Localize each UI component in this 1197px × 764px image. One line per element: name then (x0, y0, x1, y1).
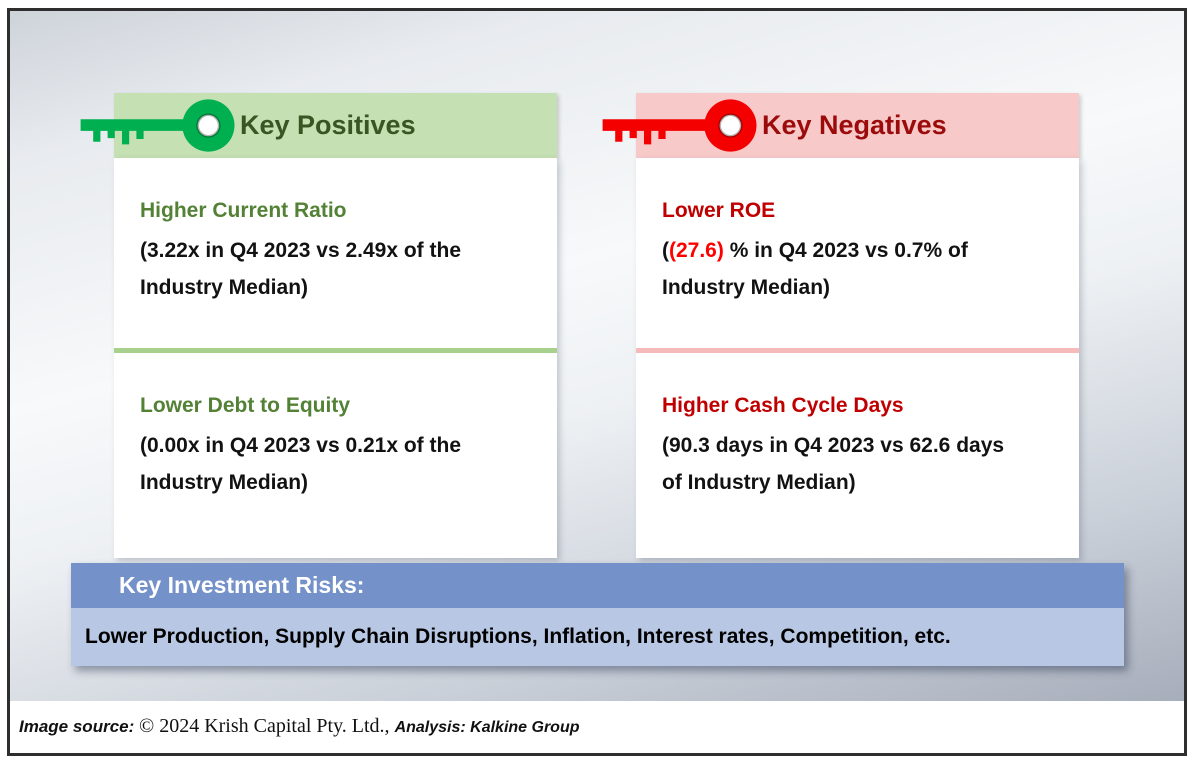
gradient-canvas: Key Positives Higher Current Ratio (3.22… (10, 11, 1184, 701)
green-divider (114, 348, 557, 353)
key-positives-banner: Key Positives (80, 93, 557, 158)
key-negatives-banner: Key Negatives (602, 93, 1079, 158)
text-segment: % in Q4 2023 vs 0.7% of (723, 239, 968, 262)
negative-item-2: Higher Cash Cycle Days (90.3 days in Q4 … (636, 353, 1079, 543)
key-negatives-title: Key Negatives (762, 110, 947, 140)
negative-item-1: Lower ROE ((27.6) % in Q4 2023 vs 0.7% o… (636, 158, 1079, 348)
negatives-card: Lower ROE ((27.6) % in Q4 2023 vs 0.7% o… (636, 158, 1079, 558)
negatives-column: Key Negatives Lower ROE ((27.6) % in Q4 … (602, 93, 1079, 558)
caption-text: Image source: © 2024 Krish Capital Pty. … (19, 715, 580, 739)
negative-item-line: Industry Median) (662, 276, 831, 299)
caption-analysis: Analysis: Kalkine Group (394, 719, 580, 736)
positive-item-line: (3.22x in Q4 2023 vs 2.49x of the (140, 239, 462, 262)
risks-header: Key Investment Risks: (71, 563, 1124, 608)
key-investment-risks-banner: Key Investment Risks: Lower Production, … (71, 563, 1124, 666)
positives-card: Higher Current Ratio (3.22x in Q4 2023 v… (114, 158, 557, 558)
negative-item-line: (90.3 days in Q4 2023 vs 62.6 days (662, 434, 1005, 457)
positive-item-line: (0.00x in Q4 2023 vs 0.21x of the (140, 434, 462, 457)
risks-body: Lower Production, Supply Chain Disruptio… (71, 608, 1124, 666)
risks-title: Key Investment Risks: (119, 572, 365, 598)
caption-copyright: © 2024 Krish Capital Pty. Ltd., (139, 715, 395, 737)
positives-column: Key Positives Higher Current Ratio (3.22… (80, 93, 557, 558)
key-positives-title: Key Positives (240, 110, 416, 140)
negative-value-highlight: (27.6) (669, 239, 724, 262)
green-key-icon (80, 99, 235, 152)
caption-prefix: Image source: (19, 717, 139, 736)
text-segment: ( (662, 239, 669, 262)
risks-text: Lower Production, Supply Chain Disruptio… (85, 625, 951, 648)
positive-item-1: Higher Current Ratio (3.22x in Q4 2023 v… (114, 158, 557, 348)
negative-item-heading: Lower ROE (662, 199, 776, 222)
positive-item-heading: Higher Current Ratio (140, 199, 347, 222)
positive-item-2: Lower Debt to Equity (0.00x in Q4 2023 v… (114, 353, 557, 543)
positive-item-line: Industry Median) (140, 276, 309, 299)
image-source-caption: Image source: © 2024 Krish Capital Pty. … (10, 701, 1184, 753)
red-key-icon (602, 99, 757, 152)
positive-item-heading: Lower Debt to Equity (140, 394, 350, 417)
negative-item-line: ((27.6) % in Q4 2023 vs 0.7% of (662, 232, 1065, 269)
red-divider (636, 348, 1079, 353)
positive-item-line: Industry Median) (140, 471, 309, 494)
infographic-frame: Key Positives Higher Current Ratio (3.22… (7, 8, 1187, 756)
negative-item-line: of Industry Median) (662, 471, 856, 494)
negative-item-heading: Higher Cash Cycle Days (662, 394, 904, 417)
